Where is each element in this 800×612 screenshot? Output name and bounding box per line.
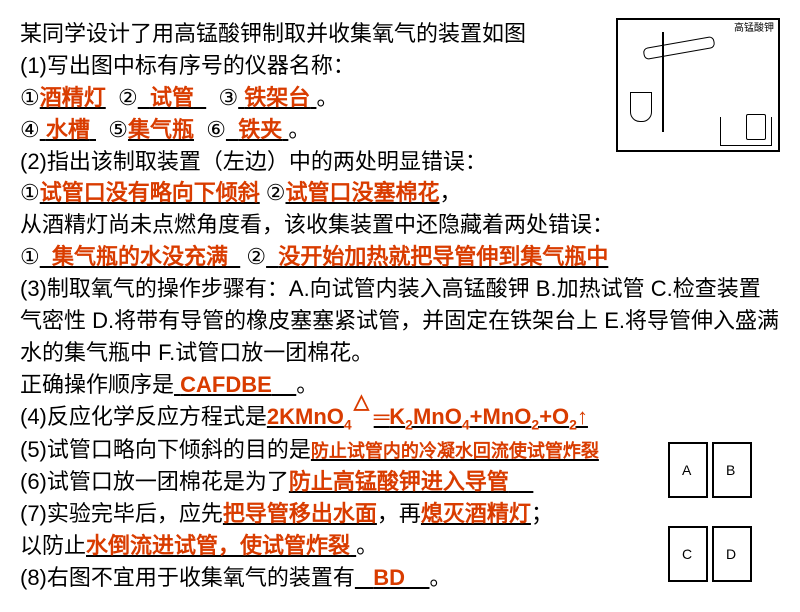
err4: 没开始加热就把导管伸到集气瓶中 xyxy=(278,244,608,269)
q3: (3)制取氧气的操作步骤有：A.向试管内装入高锰酸钾 B.加热试管 C.检查装置… xyxy=(20,273,780,369)
ans-2: 试管 xyxy=(150,85,194,110)
order-answer: CAFDBE xyxy=(180,372,272,397)
q1-row2: ④ 水槽 ⑤集气瓶 ⑥ 铁夹 。 xyxy=(20,114,780,146)
q2-errors1: ①试管口没有略向下倾斜②试管口没塞棉花， xyxy=(20,177,780,209)
label-1: ① xyxy=(20,85,40,110)
q4: (4)反应化学反应方程式是2KMnO4═K2MnO4+MnO2+O2↑ xyxy=(20,401,780,435)
device-a: A xyxy=(668,442,708,498)
label-3: ③ xyxy=(218,85,238,110)
equation: 2KMnO4═K2MnO4+MnO2+O2↑ xyxy=(267,404,588,429)
label-2: ② xyxy=(118,85,138,110)
ans-6: 铁夹 xyxy=(238,117,282,142)
label-4: ④ xyxy=(20,117,40,142)
device-b: B xyxy=(712,442,752,498)
collection-diagrams: A B C D xyxy=(658,442,778,582)
q7-a2: 熄灭酒精灯 xyxy=(421,501,531,526)
q8-answer: BD xyxy=(373,565,405,590)
ans-4: 水槽 xyxy=(46,117,90,142)
q6-answer: 防止高锰酸钾进入导管 xyxy=(289,469,509,494)
err2: 试管口没塞棉花 xyxy=(285,180,439,205)
q1-prompt: (1)写出图中标有序号的仪器名称： xyxy=(20,50,780,82)
q2-prompt: (2)指出该制取装置（左边）中的两处明显错误： xyxy=(20,146,780,178)
q7-a1: 把导管移出水面 xyxy=(223,501,377,526)
q1-row1: ①酒精灯 ② 试管 ③ 铁架台 。 xyxy=(20,82,780,114)
ans-1: 酒精灯 xyxy=(40,85,106,110)
q2-errors2: ① 集气瓶的水没充满 ② 没开始加热就把导管伸到集气瓶中 xyxy=(20,241,780,273)
err3: 集气瓶的水没充满 xyxy=(52,244,228,269)
q3-order: 正确操作顺序是 CAFDBE 。 xyxy=(20,369,780,401)
ans-5: 集气瓶 xyxy=(128,117,194,142)
prevent-answer: 水倒流进试管，使试管炸裂 xyxy=(86,533,350,558)
device-d: D xyxy=(712,526,752,582)
q5-answer: 防止试管内的冷凝水回流使试管炸裂 xyxy=(311,441,599,461)
ans-3: 铁架台 xyxy=(244,85,310,110)
q2-follow: 从酒精灯尚未点燃角度看，该收集装置中还隐藏着两处错误： xyxy=(20,209,780,241)
err1: 试管口没有略向下倾斜 xyxy=(40,180,260,205)
label-6: ⑥ xyxy=(206,117,226,142)
device-c: C xyxy=(668,526,708,582)
intro-text: 某同学设计了用高锰酸钾制取并收集氧气的装置如图 xyxy=(20,18,780,50)
label-5: ⑤ xyxy=(108,117,128,142)
